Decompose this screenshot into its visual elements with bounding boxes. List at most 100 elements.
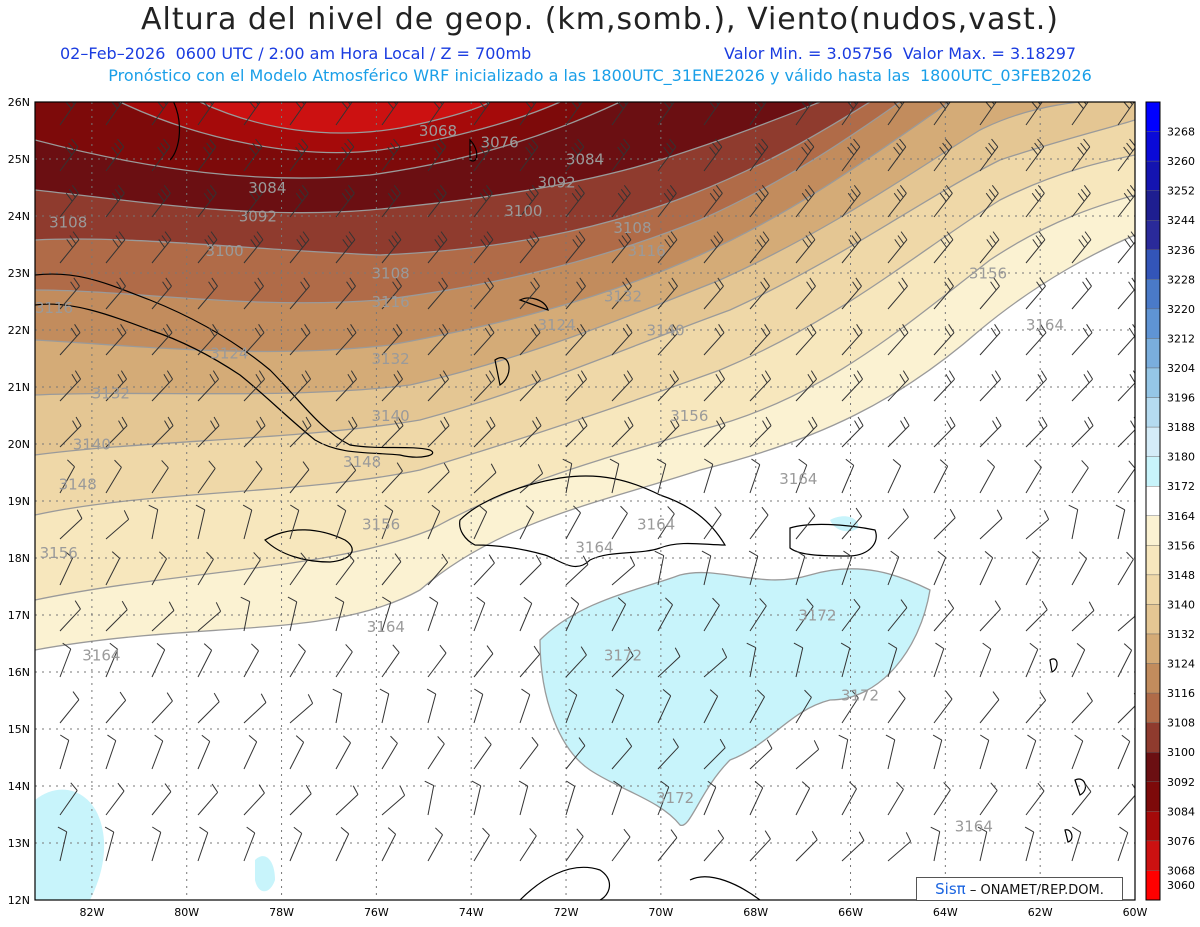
wind-barb [657,688,672,724]
colorbar-label: 3188 [1167,421,1195,434]
wind-barb [977,826,988,862]
wind-barb [887,642,898,678]
wind-barb [427,644,447,678]
wind-barb [335,552,355,586]
wind-barb [381,644,400,678]
wind-barb [335,461,357,494]
wind-barb [427,553,449,586]
wind-barb [887,231,908,264]
wind-barb [1025,691,1047,724]
colorbar-label: 3076 [1167,835,1195,848]
colorbar-segment [1145,692,1161,723]
wind-barb [148,504,159,540]
wind-barb [749,506,769,540]
wind-barb [611,505,628,540]
wind-barb [519,138,539,172]
wind-barb [611,185,631,218]
wind-barb [105,231,126,264]
wind-barb [243,185,263,218]
wind-barb [59,782,78,816]
latitude-axis: 26N 25N 24N 23N 22N 21N 20N 19N 18N 17N 16N 15N 14N 1… [8,96,30,907]
wind-barb [335,185,355,218]
wind-barb [519,645,541,678]
wind-barb [335,324,357,356]
wind-barb [427,416,450,448]
wind-barb [426,688,437,724]
wind-barb [1071,692,1093,724]
wind-barb [289,461,310,494]
wind-barb [565,505,581,540]
lon-tick-label: 64W [933,906,958,919]
wind-barb [1025,459,1042,494]
wind-barb [749,138,769,172]
contour-label: 3132 [92,384,130,402]
contour-label: 3156 [969,265,1007,283]
wind-barb [104,826,115,862]
wind-barb [979,138,999,172]
wind-barb [657,738,679,770]
wind-barb [519,416,542,448]
wind-barb [197,416,220,448]
wind-barb [289,324,311,356]
contour-label: 3164 [82,647,120,665]
contour-label: 3164 [779,470,817,488]
wind-barb [1071,783,1092,816]
wind-barb [795,277,816,310]
wind-barb [381,735,398,770]
colorbar-label: 3068 [1167,864,1195,877]
wind-barb [105,277,126,310]
lon-tick-label: 62W [1028,906,1053,919]
contour-label: 3164 [637,516,675,534]
wind-barb [473,370,495,402]
colorbar-segment [1145,486,1161,516]
wind-barb [243,370,265,402]
colorbar-segment [1145,279,1161,310]
wind-barb [795,138,815,172]
wind-barb [473,185,493,218]
wind-barb [979,642,992,678]
wind-barb [703,780,717,816]
colorbar-label: 3140 [1167,598,1195,611]
wind-barb [151,138,171,172]
lon-tick-label: 76W [364,906,389,919]
lat-tick-label: 12N [8,894,30,907]
contour-label: 3172 [841,687,879,705]
wind-barb [979,782,998,816]
wind-barb [105,370,127,402]
wind-barb [611,138,631,172]
wind-barb [518,780,529,816]
wind-barb [289,416,312,448]
colorbar-segment [1145,397,1161,428]
lat-tick-label: 15N [8,723,30,736]
wind-barb [611,277,632,310]
contour-label: 3116 [372,293,410,311]
lat-tick-label: 26N [8,96,30,109]
wind-barb [657,416,680,448]
contour-label: 3076 [481,134,519,152]
wind-barb [1071,277,1092,310]
wind-barb [930,826,941,862]
lat-tick-label: 21N [8,381,30,394]
wind-barb [151,277,172,310]
wind-barb [749,780,764,816]
wind-barb [151,692,173,724]
model-info-line: Pronóstico con el Modelo Atmosférico WRF… [108,66,1092,85]
wind-barb [933,642,945,678]
wind-barb [795,740,820,770]
wind-barb [611,737,633,770]
lat-tick-label: 19N [8,495,30,508]
wind-barb [473,416,496,448]
wind-barb [427,462,450,494]
colorbar-segment [1145,367,1161,398]
wind-barb [151,783,172,816]
wind-barb [932,734,943,770]
wind-barb [933,324,955,356]
wind-barb [243,277,264,310]
colorbar-segment [1145,426,1161,457]
min-max-line: Valor Min. = 3.05756 Valor Max. = 3.1829… [724,44,1077,63]
wind-barb [841,781,857,816]
wind-barb [335,277,356,310]
contour-labels: 3068 3076 3084 3084 3092 3092 3100 3100 3108 3108… [35,122,1064,835]
wind-barb [473,463,497,494]
wind-barb [795,550,806,586]
